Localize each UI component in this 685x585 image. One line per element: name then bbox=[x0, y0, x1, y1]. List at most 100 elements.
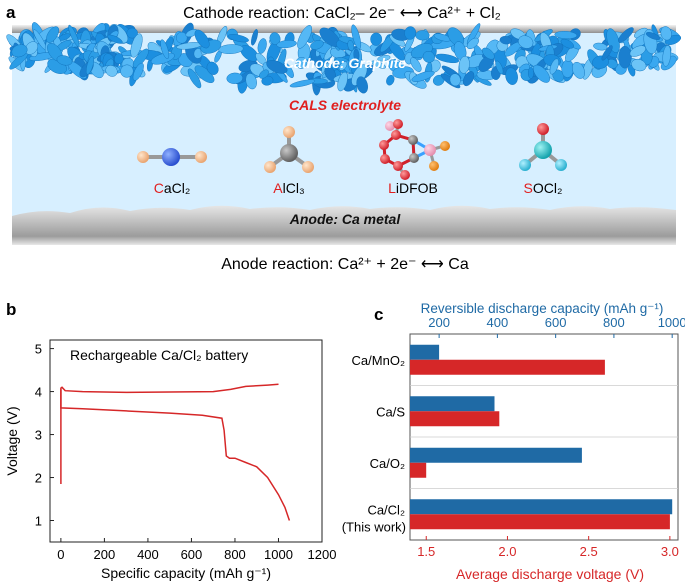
graphite-flake bbox=[266, 60, 288, 74]
top-axis-label: Reversible discharge capacity (mAh g⁻¹) bbox=[421, 301, 664, 316]
graphite-flake bbox=[24, 41, 39, 55]
molecule-name-socl2: SOCl₂ bbox=[524, 180, 563, 196]
top-tick-label: 1000 bbox=[658, 315, 685, 330]
graphite-flake bbox=[601, 45, 613, 61]
y-tick-label: 2 bbox=[35, 471, 42, 486]
bottom-tick-label: 2.5 bbox=[580, 544, 598, 559]
x-tick-label: 0 bbox=[57, 547, 64, 562]
graphite-flake bbox=[245, 73, 257, 90]
graphite-flake bbox=[206, 61, 219, 75]
cathode-current-collector bbox=[12, 25, 676, 33]
graphite-flake bbox=[226, 72, 243, 84]
category-label: Ca/Cl₂ bbox=[367, 502, 405, 517]
graphite-flake bbox=[227, 34, 249, 43]
graphite-flake bbox=[105, 65, 118, 77]
graphite-flake bbox=[370, 32, 383, 46]
electrolyte-label: CALS electrolyte bbox=[289, 97, 401, 113]
graphite-flake bbox=[194, 29, 210, 49]
y-tick-label: 4 bbox=[35, 385, 42, 400]
graphite-flake bbox=[549, 58, 559, 75]
graphite-flake bbox=[353, 48, 360, 62]
bottom-tick-label: 2.0 bbox=[498, 544, 516, 559]
graphite-flake bbox=[46, 26, 60, 43]
x-tick-label: 1200 bbox=[308, 547, 337, 562]
graphite-flake bbox=[259, 69, 269, 79]
category-note: (This work) bbox=[342, 519, 406, 534]
y-tick-label: 3 bbox=[35, 428, 42, 443]
capacity-bar bbox=[410, 344, 440, 360]
lidfob-molecule-icon bbox=[379, 119, 450, 180]
graphite-flake bbox=[175, 31, 188, 44]
graphite-flake bbox=[289, 79, 316, 88]
panel-a-letter: a bbox=[6, 3, 16, 22]
molecule-name-lidfob: LiDFOB bbox=[388, 180, 438, 196]
cacl2-molecule-icon bbox=[137, 148, 207, 166]
graphite-flake bbox=[495, 60, 504, 75]
anode-ca-metal bbox=[12, 205, 676, 236]
graphite-flake bbox=[120, 64, 134, 78]
graphite-flake bbox=[132, 62, 144, 81]
x-tick-label: 400 bbox=[137, 547, 159, 562]
graphite-flake bbox=[505, 67, 518, 85]
graphite-flake bbox=[218, 44, 244, 54]
panel-c-letter: c bbox=[374, 305, 383, 324]
graphite-flakes bbox=[6, 22, 682, 96]
anode-reaction: Anode reaction: Ca²⁺ + 2e⁻ ⟷ Ca bbox=[221, 256, 469, 273]
graphite-flake bbox=[85, 56, 95, 75]
category-label: Ca/S bbox=[376, 404, 405, 419]
y-tick-label: 5 bbox=[35, 342, 42, 357]
graphite-flake bbox=[466, 37, 479, 50]
alcl3-molecule-icon bbox=[264, 126, 314, 173]
graphite-flake bbox=[458, 55, 470, 74]
graphite-flake bbox=[11, 44, 28, 58]
graphite-flake bbox=[499, 36, 512, 45]
capacity-bar bbox=[410, 396, 495, 412]
graphite-flake bbox=[462, 71, 475, 87]
graphite-flake bbox=[130, 33, 143, 58]
graphite-flake bbox=[560, 38, 574, 49]
graphite-flake bbox=[645, 32, 661, 40]
discharge-curve bbox=[60, 389, 291, 521]
graphite-flake bbox=[554, 31, 577, 39]
graphite-flake bbox=[160, 39, 170, 60]
graphite-flake bbox=[518, 35, 534, 49]
graphite-flake bbox=[351, 24, 362, 50]
panel-b-letter: b bbox=[6, 300, 16, 319]
category-label: Ca/MnO₂ bbox=[352, 353, 405, 368]
graphite-flake bbox=[257, 38, 267, 54]
graphite-flake bbox=[411, 70, 435, 82]
x-tick-label: 600 bbox=[181, 547, 203, 562]
voltage-bar bbox=[410, 359, 605, 375]
charge-curve bbox=[60, 383, 279, 484]
graphite-flake bbox=[56, 55, 73, 66]
graphite-flake bbox=[422, 50, 435, 63]
voltage-bar bbox=[410, 462, 427, 478]
voltage-profile-chart: b 0 200 400 600 800 1000 1200 1 2 3 4 5 Rechargeabl… bbox=[4, 300, 337, 581]
graphite-flake bbox=[297, 25, 312, 49]
graphite-flake bbox=[310, 40, 324, 50]
socl2-molecule-icon bbox=[519, 123, 567, 171]
graphite-flake bbox=[295, 56, 308, 69]
graphite-flake bbox=[410, 57, 422, 72]
graphite-flake bbox=[435, 53, 460, 63]
plot-frame bbox=[49, 339, 323, 543]
graphite-flake bbox=[68, 24, 80, 47]
graphite-flake bbox=[338, 61, 348, 71]
graphite-flake bbox=[377, 55, 391, 62]
graphite-flake bbox=[324, 66, 336, 82]
graphite-flake bbox=[251, 29, 258, 46]
anode-label: Anode: Ca metal bbox=[289, 211, 402, 227]
graphite-flake bbox=[631, 58, 647, 72]
cathode-reaction: Cathode reaction: CaCl₂– 2e⁻ ⟷ Ca²⁺ + Cl… bbox=[183, 5, 501, 22]
top-tick-label: 400 bbox=[487, 315, 509, 330]
anode-current-collector bbox=[12, 236, 676, 245]
bottom-tick-label: 1.5 bbox=[417, 544, 435, 559]
molecule-name-alcl3: AlCl₃ bbox=[273, 180, 304, 196]
graphite-flake bbox=[449, 73, 461, 87]
x-axis-label: Specific capacity (mAh g⁻¹) bbox=[101, 565, 271, 581]
graphite-flake bbox=[276, 40, 297, 49]
panel-b: b 0 200 400 600 800 1000 1200 1 2 3 4 5 Rechargeabl… bbox=[0, 298, 340, 585]
graphite-flake bbox=[132, 48, 149, 68]
x-tick-label: 200 bbox=[94, 547, 116, 562]
capacity-bar bbox=[410, 447, 582, 463]
